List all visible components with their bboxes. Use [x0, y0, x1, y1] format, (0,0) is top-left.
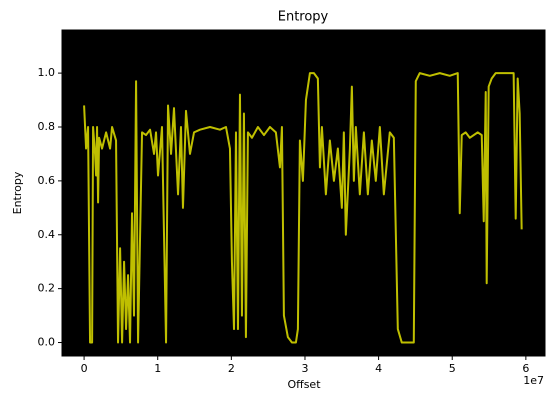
y-axis-label: Entropy: [11, 171, 24, 214]
chart-title: Entropy: [278, 10, 329, 25]
x-tick-label: 4: [375, 362, 382, 375]
y-tick-label: 0.4: [38, 228, 56, 241]
axes-frame: [61, 29, 546, 357]
x-tick-label: 5: [449, 362, 456, 375]
y-tick-label: 0.8: [38, 120, 56, 133]
x-tick-label: 0: [81, 362, 88, 375]
y-tick-label: 0.2: [38, 282, 56, 295]
plot-area: [62, 30, 545, 356]
x-axis-label: Offset: [287, 378, 321, 391]
data-line: [83, 72, 523, 344]
x-tick-label: 2: [228, 362, 235, 375]
x-tick-label: 6: [522, 362, 529, 375]
y-tick-label: 0.0: [38, 336, 56, 349]
x-tick-label: 3: [301, 362, 308, 375]
y-tick-label: 0.6: [38, 174, 56, 187]
x-tick-label: 1: [154, 362, 161, 375]
x-offset-text: 1e7: [523, 374, 544, 387]
y-tick-label: 1.0: [38, 66, 56, 79]
